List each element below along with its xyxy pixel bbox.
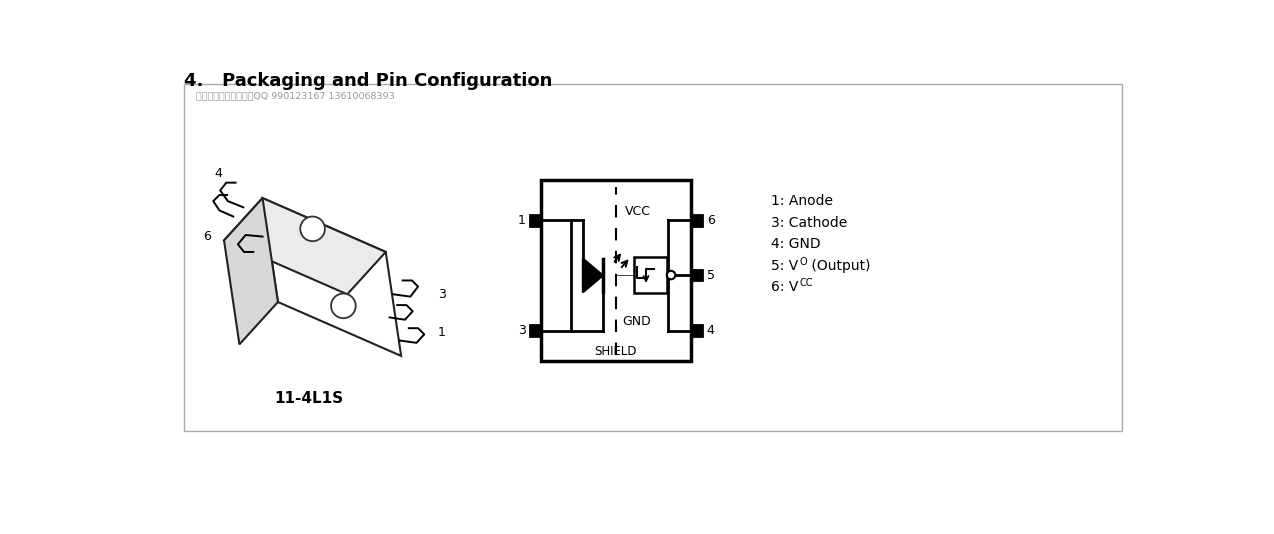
Ellipse shape [301,217,325,241]
Text: CC: CC [799,278,813,288]
Text: VCC: VCC [626,205,651,218]
Text: 4: 4 [215,167,223,180]
Text: 东芝代理、大量现货：QQ 990123167 13610068393: 东芝代理、大量现货：QQ 990123167 13610068393 [196,92,395,101]
Text: 1: 1 [438,326,446,339]
Text: 5: 5 [707,269,715,281]
Polygon shape [262,198,401,356]
Bar [541,180,692,362]
Bar [183,84,1122,430]
Text: 3: 3 [519,324,526,337]
Text: 5: V: 5: V [771,259,798,273]
Bar [530,215,541,226]
Text: 1: 1 [519,214,526,227]
Text: GND: GND [623,315,651,328]
Text: 4.   Packaging and Pin Configuration: 4. Packaging and Pin Configuration [183,72,553,90]
Text: SHIELD: SHIELD [595,345,637,358]
Text: 6: V: 6: V [771,280,798,294]
Ellipse shape [331,294,355,318]
Polygon shape [583,258,603,293]
Text: O: O [799,256,806,266]
Text: 1: Anode: 1: Anode [771,194,833,208]
Text: (Output): (Output) [806,259,870,273]
Text: 4: 4 [707,324,715,337]
Text: 6: 6 [203,230,211,243]
Text: 3: 3 [438,288,446,301]
Text: 4: GND: 4: GND [771,237,820,252]
Text: 11-4L1S: 11-4L1S [274,391,343,406]
Bar [634,257,666,293]
Bar [530,325,541,336]
Bar [692,270,702,280]
Ellipse shape [666,271,675,279]
Bar [692,325,702,336]
Bar [692,215,702,226]
Text: 3: Cathode: 3: Cathode [771,216,847,230]
Polygon shape [224,198,278,344]
Polygon shape [224,198,386,294]
Text: 6: 6 [707,214,715,227]
